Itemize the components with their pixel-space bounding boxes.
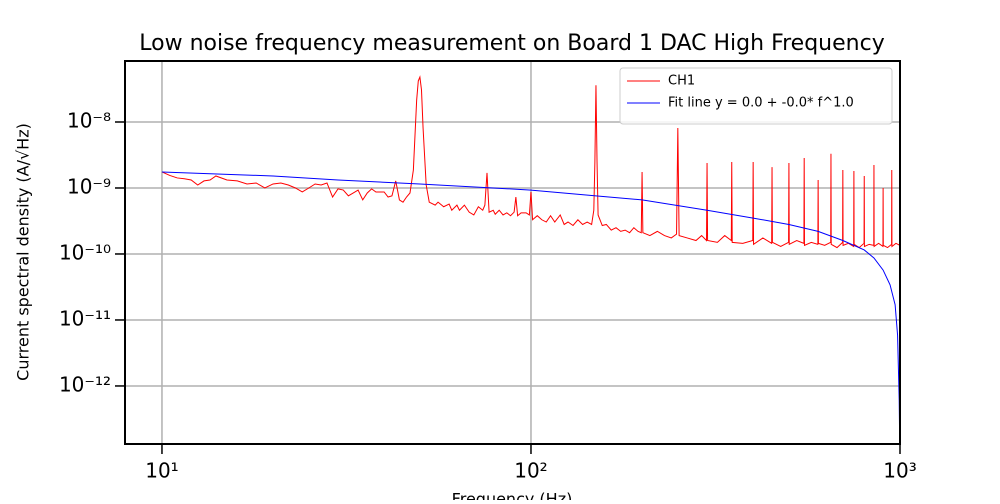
legend-label: CH1	[668, 74, 695, 89]
x-axis-label: Frequency (Hz)	[452, 490, 573, 501]
data-line	[161, 171, 900, 441]
y-tick-label: 10⁻¹⁰	[59, 240, 111, 264]
x-tick-label: 10²	[514, 459, 547, 483]
x-tick-label: 10¹	[145, 459, 178, 483]
y-tick-label: 10⁻⁹	[67, 174, 111, 198]
chart-title: Low noise frequency measurement on Board…	[139, 31, 884, 56]
y-tick-label: 10⁻⁸	[67, 108, 111, 132]
x-tick-label: 10³	[883, 459, 916, 483]
plot-frame	[124, 60, 901, 445]
y-tick-label: 10⁻¹²	[59, 372, 111, 396]
y-tick-label: 10⁻¹¹	[59, 306, 111, 330]
legend-label: Fit line y = 0.0 + -0.0* f^1.0	[668, 96, 854, 111]
data-line	[161, 75, 900, 249]
legend-box	[619, 67, 893, 125]
y-axis-label: Current spectral density (A/√Hz)	[14, 123, 33, 381]
